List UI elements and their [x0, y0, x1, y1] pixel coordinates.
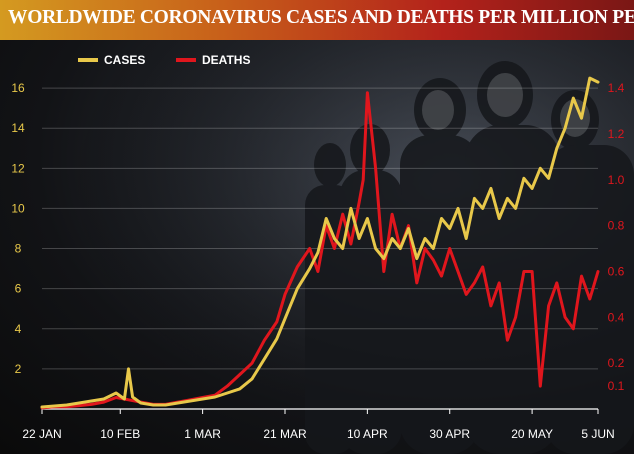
right-tick-label: 1.4: [608, 81, 625, 95]
right-tick-label: 0.8: [608, 219, 625, 233]
right-tick-label: 0.6: [608, 264, 625, 278]
chart-title: WORLDWIDE CORONAVIRUS CASES AND DEATHS P…: [8, 7, 634, 28]
left-tick-label: 8: [15, 242, 22, 256]
x-tick-label: 10 FEB: [100, 427, 140, 441]
left-tick-label: 10: [11, 201, 25, 215]
grid-lines: [42, 87, 598, 370]
legend-label-deaths: DEATHS: [202, 53, 250, 67]
legend: CASES DEATHS: [78, 53, 250, 67]
left-tick-label: 16: [11, 81, 25, 95]
legend-label-cases: CASES: [104, 53, 145, 67]
x-tick-label: 10 APR: [347, 427, 388, 441]
x-tick-label: 21 MAR: [263, 427, 307, 441]
left-tick-label: 4: [15, 322, 22, 336]
x-tick-label: 22 JAN: [22, 427, 61, 441]
x-tick-label: 1 MAR: [184, 427, 221, 441]
series-lines: [40, 76, 600, 410]
x-tick-label: 20 MAY: [511, 427, 553, 441]
right-tick-label: 0.2: [608, 356, 625, 370]
title-bar: WORLDWIDE CORONAVIRUS CASES AND DEATHS P…: [0, 0, 634, 40]
left-axis-ticks: 2 4 6 8 10 12 14 16: [11, 81, 25, 376]
left-tick-label: 6: [15, 282, 22, 296]
x-tick-label: 5 JUN: [581, 427, 614, 441]
left-tick-label: 12: [11, 161, 25, 175]
right-axis-ticks: 0.1 0.2 0.4 0.6 0.8 1.0 1.2 1.4: [608, 81, 625, 393]
x-tick-label: 30 APR: [429, 427, 470, 441]
right-tick-label: 0.4: [608, 310, 625, 324]
series-line-cases: [40, 76, 600, 409]
left-tick-label: 14: [11, 121, 25, 135]
face-highlights: [422, 73, 590, 137]
x-axis-ticks: 22 JAN 10 FEB 1 MAR 21 MAR 10 APR 30 APR 20 MA…: [22, 408, 615, 441]
left-tick-label: 2: [15, 362, 22, 376]
right-tick-label: 0.1: [608, 379, 625, 393]
right-tick-label: 1.2: [608, 127, 625, 141]
right-tick-label: 1.0: [608, 173, 625, 187]
